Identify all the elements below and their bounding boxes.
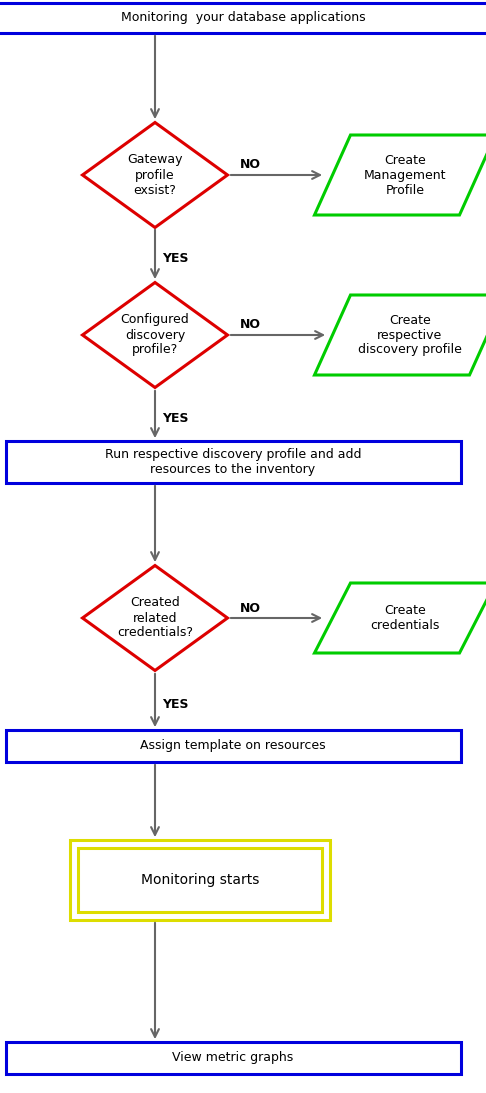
Bar — [78, 848, 322, 912]
Text: Create
credentials: Create credentials — [370, 604, 440, 632]
Text: YES: YES — [162, 697, 189, 710]
Polygon shape — [83, 565, 227, 670]
Polygon shape — [314, 136, 486, 215]
Bar — [5, 440, 461, 483]
Polygon shape — [314, 295, 486, 375]
Bar — [5, 1042, 461, 1074]
Text: Create
respective
discovery profile: Create respective discovery profile — [358, 314, 462, 356]
Polygon shape — [83, 122, 227, 227]
Text: Run respective discovery profile and add
resources to the inventory: Run respective discovery profile and add… — [105, 448, 361, 475]
Text: YES: YES — [162, 251, 189, 265]
Text: NO: NO — [240, 158, 261, 172]
Text: NO: NO — [240, 601, 261, 614]
Text: Gateway
profile
exsist?: Gateway profile exsist? — [127, 153, 183, 197]
Bar — [0, 3, 486, 33]
Text: NO: NO — [240, 318, 261, 331]
Bar — [70, 841, 330, 920]
Text: Created
related
credentials?: Created related credentials? — [117, 597, 193, 639]
Text: Create
Management
Profile: Create Management Profile — [364, 153, 446, 197]
Polygon shape — [83, 282, 227, 388]
Text: YES: YES — [162, 411, 189, 424]
Text: Monitoring  your database applications: Monitoring your database applications — [121, 12, 365, 24]
Bar — [5, 730, 461, 762]
Text: View metric graphs: View metric graphs — [173, 1051, 294, 1065]
Text: Assign template on resources: Assign template on resources — [140, 740, 326, 752]
Text: Configured
discovery
profile?: Configured discovery profile? — [121, 314, 190, 356]
Polygon shape — [314, 583, 486, 653]
Text: Monitoring starts: Monitoring starts — [141, 873, 259, 888]
